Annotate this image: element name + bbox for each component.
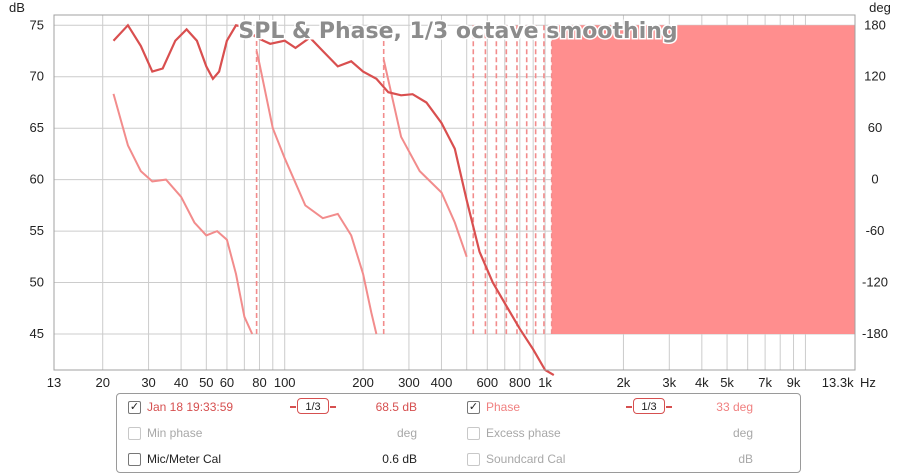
x-tick-label: 2k <box>617 375 631 390</box>
x-tick-label: 30 <box>141 375 155 390</box>
x-tick-label: 20 <box>95 375 109 390</box>
x-tick-label: 600 <box>476 375 498 390</box>
legend-panel: ✓ Jan 18 19:33:59 1/3 68.5 dB ✓ Phase 1/… <box>116 393 801 473</box>
y-right-tick-label: 180 <box>864 17 886 32</box>
spl-phase-chart: 13 20 30 40 50 60 80 100 200 300 400 600 800 1k 2k 3k 4k… <box>9 0 891 390</box>
excess-phase-value: deg <box>732 426 753 440</box>
min-phase-value: deg <box>396 426 417 440</box>
x-tick-label: 9k <box>787 375 801 390</box>
phase-dense-region <box>551 25 855 334</box>
x-tick-label: 7k <box>758 375 772 390</box>
smoothing-badge-spl[interactable]: 1/3 <box>290 398 336 414</box>
phase-line <box>112 50 468 335</box>
chart-title: SPL & Phase, 1/3 octave smoothing <box>238 19 677 44</box>
x-tick-label: 3k <box>662 375 676 390</box>
x-tick-label: 200 <box>352 375 374 390</box>
y-right-tick-label: 60 <box>868 120 882 135</box>
measurement-label: Jan 18 19:33:59 <box>147 400 234 414</box>
x-tick-label: 50 <box>199 375 213 390</box>
x-axis-unit: Hz <box>860 375 876 390</box>
y-left-tick-label: 65 <box>30 120 44 135</box>
x-tick-label: 400 <box>431 375 453 390</box>
phase-wrap-lines <box>255 25 553 334</box>
phase-dense-fill <box>551 25 855 334</box>
y-right-tick-label: -60 <box>866 223 885 238</box>
excess-phase-checkbox[interactable] <box>467 427 480 440</box>
y-left-tick-label: 70 <box>30 69 44 84</box>
mic-cal-label: Mic/Meter Cal <box>147 452 222 466</box>
y-left-tick-label: 75 <box>30 17 44 32</box>
min-phase-label: Min phase <box>147 426 203 440</box>
smoothing-badge-phase[interactable]: 1/3 <box>626 398 672 414</box>
x-tick-label: 60 <box>220 375 234 390</box>
plot-frame <box>53 14 856 371</box>
spl-value: 68.5 dB <box>375 400 417 414</box>
x-tick-label: 40 <box>174 375 188 390</box>
x-tick-labels: 13 20 30 40 50 60 80 100 200 300 400 600 800 1k 2k 3k 4k… <box>47 375 854 390</box>
x-tick-label: 800 <box>509 375 531 390</box>
legend-row-1: ✓ Jan 18 19:33:59 1/3 68.5 dB ✓ Phase 1/… <box>117 397 800 419</box>
y-left-tick-labels: 45 50 55 60 65 70 75 <box>30 17 44 341</box>
excess-phase-label: Excess phase <box>486 426 561 440</box>
legend-row-3: Mic/Meter Cal 0.6 dB Soundcard Cal dB <box>117 449 800 471</box>
soundcard-cal-label: Soundcard Cal <box>486 452 566 466</box>
x-tick-label: 80 <box>252 375 266 390</box>
legend-row-2: Min phase deg Excess phase deg <box>117 423 800 445</box>
x-tick-label: 5k <box>720 375 734 390</box>
y-right-axis-label: deg <box>869 0 891 15</box>
phase-label: Phase <box>486 400 521 414</box>
y-right-tick-label: -180 <box>862 326 888 341</box>
y-left-tick-label: 60 <box>30 172 44 187</box>
soundcard-cal-checkbox[interactable] <box>467 453 480 466</box>
x-tick-label: 13 <box>47 375 61 390</box>
mic-cal-value: 0.6 dB <box>382 452 417 466</box>
x-tick-label: 100 <box>274 375 296 390</box>
x-tick-label: 300 <box>398 375 420 390</box>
y-left-axis-label: dB <box>9 0 25 15</box>
y-left-tick-label: 45 <box>30 326 44 341</box>
measurement-checkbox[interactable]: ✓ <box>128 401 141 414</box>
y-right-tick-label: 0 <box>871 172 878 187</box>
mic-cal-checkbox[interactable] <box>128 453 141 466</box>
y-left-tick-label: 55 <box>30 223 44 238</box>
y-left-tick-label: 50 <box>30 275 44 290</box>
x-tick-label: 13.3k <box>822 375 854 390</box>
phase-checkbox[interactable]: ✓ <box>467 401 480 414</box>
phase-value: 33 deg <box>716 400 753 414</box>
y-right-tick-label: -120 <box>862 275 888 290</box>
min-phase-checkbox[interactable] <box>128 427 141 440</box>
x-tick-label: 1k <box>538 375 552 390</box>
spl-line <box>112 23 555 377</box>
soundcard-cal-value: dB <box>738 452 753 466</box>
y-right-tick-label: 120 <box>864 69 886 84</box>
x-tick-label: 4k <box>695 375 709 390</box>
y-right-tick-labels: 180 120 60 0 -60 -120 -180 <box>862 17 888 341</box>
